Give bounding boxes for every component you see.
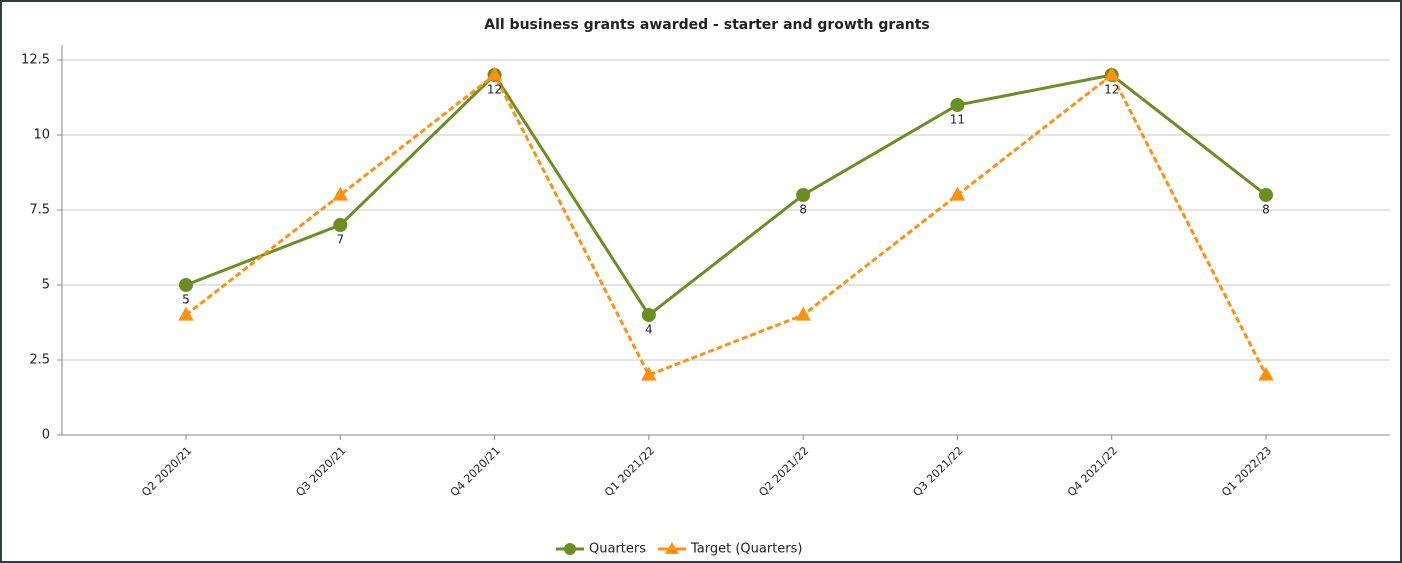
point bbox=[1104, 66, 1120, 81]
point bbox=[332, 186, 348, 201]
data-label: 7 bbox=[336, 233, 344, 247]
point bbox=[178, 306, 194, 321]
data-label: 5 bbox=[182, 293, 190, 307]
y-tick-label: 0 bbox=[42, 428, 50, 443]
series-line bbox=[185, 72, 1267, 318]
y-tick-label: 7.5 bbox=[29, 203, 50, 218]
legend-label: Quarters bbox=[589, 542, 646, 557]
data-label: 11 bbox=[950, 113, 965, 127]
data-label: 8 bbox=[799, 203, 807, 217]
legend-marker bbox=[665, 542, 679, 554]
point bbox=[949, 186, 966, 201]
chart-title: All business grants awarded - starter an… bbox=[484, 17, 930, 33]
legend: Quarters Target (Quarters) bbox=[556, 542, 803, 557]
data-label: 12 bbox=[487, 83, 502, 97]
point bbox=[641, 366, 657, 381]
point bbox=[333, 218, 348, 232]
y-tick-label: 12.5 bbox=[21, 53, 50, 68]
point bbox=[1258, 366, 1274, 381]
point bbox=[641, 308, 656, 322]
legend-label: Target (Quarters) bbox=[690, 542, 803, 557]
y-tick-label: 10 bbox=[33, 128, 50, 143]
point bbox=[796, 188, 811, 202]
data-label: 8 bbox=[1262, 203, 1270, 217]
point bbox=[486, 66, 503, 81]
point bbox=[950, 98, 965, 112]
point bbox=[179, 278, 193, 292]
y-tick-label: 5 bbox=[42, 278, 50, 293]
y-tick-label: 2.5 bbox=[29, 353, 50, 368]
legend-marker bbox=[564, 543, 576, 555]
data-label: 12 bbox=[1104, 83, 1119, 97]
point bbox=[1259, 188, 1273, 202]
data-label: 4 bbox=[645, 323, 653, 337]
series-line bbox=[185, 72, 1268, 377]
point bbox=[795, 306, 811, 321]
